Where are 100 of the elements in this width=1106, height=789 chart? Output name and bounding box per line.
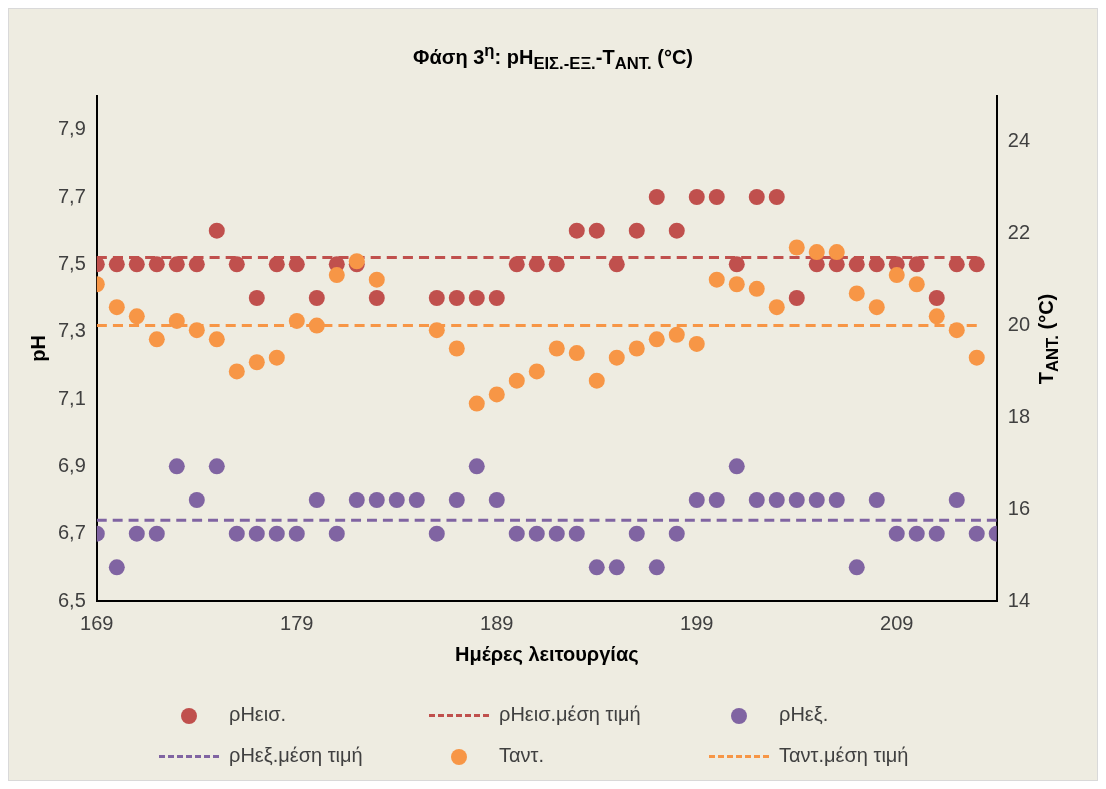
point: [848, 559, 865, 576]
point: [868, 492, 885, 508]
point: [708, 189, 725, 205]
point: [648, 331, 665, 348]
point: [748, 280, 765, 297]
point: [908, 256, 925, 273]
x-tick-label: 209: [880, 611, 914, 634]
point: [708, 271, 725, 288]
point: [188, 492, 205, 508]
point: [688, 189, 705, 205]
y-tick-label: 7,1: [57, 386, 86, 409]
point: [168, 312, 185, 329]
point: [788, 239, 805, 256]
point: [528, 363, 545, 380]
point: [768, 492, 785, 508]
point: [508, 525, 525, 542]
point: [148, 256, 165, 273]
point: [908, 525, 925, 542]
point: [768, 189, 785, 205]
y2-tick-label: 24: [1007, 129, 1030, 152]
point: [528, 525, 545, 542]
legend-label: Ταντ.: [499, 744, 545, 766]
point: [208, 331, 225, 348]
point: [828, 244, 845, 261]
y-tick-label: 6,9: [57, 453, 86, 476]
point: [848, 285, 865, 302]
point: [968, 349, 985, 366]
point: [248, 525, 265, 542]
legend-label: ρΗεισ.μέση τιμή: [499, 703, 641, 725]
point: [148, 331, 165, 348]
point: [808, 244, 825, 261]
y2-tick-label: 14: [1007, 588, 1030, 611]
point: [268, 256, 285, 273]
point: [328, 525, 345, 542]
point: [128, 308, 145, 325]
x-tick-label: 189: [480, 611, 514, 634]
point: [268, 349, 285, 366]
point: [668, 222, 685, 239]
point: [788, 492, 805, 508]
point: [308, 492, 325, 508]
point: [628, 222, 645, 239]
point: [928, 290, 945, 306]
x-tick-label: 179: [280, 611, 314, 634]
point: [728, 458, 745, 475]
point: [628, 525, 645, 542]
point: [868, 299, 885, 316]
y-tick-label: 7,5: [57, 251, 86, 274]
point: [668, 525, 685, 542]
point: [608, 349, 625, 366]
y2-tick-label: 18: [1007, 404, 1030, 427]
point: [948, 492, 965, 508]
x-tick-label: 169: [80, 611, 114, 634]
point: [548, 525, 565, 542]
point: [868, 256, 885, 273]
point: [568, 525, 585, 542]
point: [368, 492, 385, 508]
point: [648, 189, 665, 205]
point: [248, 354, 265, 371]
point: [408, 492, 425, 508]
point: [968, 525, 985, 542]
point: [588, 372, 605, 389]
y2-tick-label: 16: [1007, 496, 1030, 519]
point: [548, 340, 565, 357]
point: [488, 492, 505, 508]
point: [748, 492, 765, 508]
point: [688, 335, 705, 352]
point: [628, 340, 645, 357]
point: [348, 492, 365, 508]
chart-title: Φάση 3$^{η}$: pH$_{ΕΙΣ.-ΕΞ.}$-T$_{ΑΝΤ.}$ (°C): [412, 40, 694, 75]
y2-tick-label: 20: [1007, 313, 1030, 336]
point: [848, 256, 865, 273]
point: [168, 256, 185, 273]
x-axis-title: Ημέρες λειτουργίας: [454, 642, 639, 665]
point: [388, 492, 405, 508]
point: [228, 525, 245, 542]
point: [568, 222, 585, 239]
point: [288, 525, 305, 542]
point: [328, 267, 345, 284]
point: [368, 290, 385, 306]
point: [928, 525, 945, 542]
y-tick-label: 6,7: [57, 521, 86, 544]
y-axis-title: pH: [26, 335, 49, 362]
point: [468, 458, 485, 475]
point: [148, 525, 165, 542]
point: [968, 256, 985, 273]
legend-label: ρΗεξ.: [779, 703, 829, 725]
legend-label: Ταντ.μέση τιμή: [779, 744, 909, 766]
point: [668, 326, 685, 343]
point: [648, 559, 665, 576]
legend-label: ρΗεξ.μέση τιμή: [229, 744, 363, 766]
point: [748, 189, 765, 205]
point: [568, 345, 585, 362]
point: [168, 458, 185, 475]
point: [128, 256, 145, 273]
y-tick-label: 7,7: [57, 184, 86, 207]
y-tick-label: 7,3: [57, 319, 86, 342]
point: [428, 525, 445, 542]
point: [448, 290, 465, 306]
point: [268, 525, 285, 542]
point: [588, 559, 605, 576]
